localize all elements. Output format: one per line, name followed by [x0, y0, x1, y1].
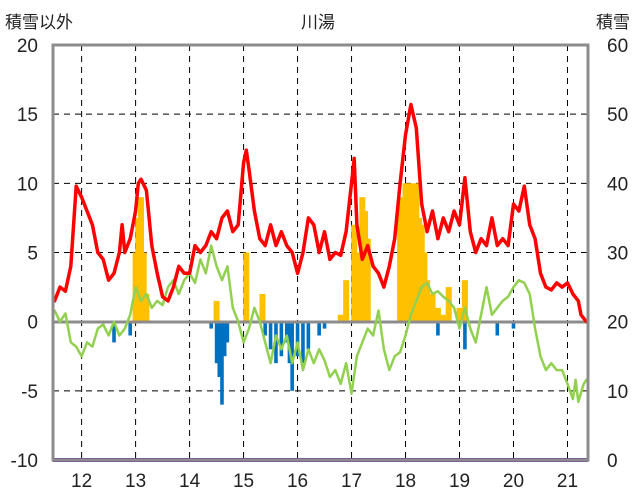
right-tick-label: 40	[607, 174, 628, 195]
negative-bar	[268, 321, 273, 350]
negative-bar	[290, 321, 294, 391]
snow-bar	[434, 307, 441, 322]
right-axis-label: 積雪	[596, 13, 630, 33]
snow-bar	[424, 280, 431, 322]
negative-bar	[263, 321, 267, 336]
negative-bar	[284, 321, 289, 343]
snow-bar	[343, 280, 350, 322]
left-tick-label: 10	[17, 174, 38, 195]
snow-bar	[243, 252, 250, 322]
left-axis-ticks: 20 15 10 5 0 -5 -10	[11, 36, 38, 472]
left-tick-label: 5	[27, 244, 38, 265]
right-tick-label: 20	[607, 313, 628, 334]
negative-bar	[128, 321, 132, 336]
negative-bar	[463, 321, 467, 350]
snow-bar	[353, 252, 360, 322]
chart-title: 川湯	[301, 13, 335, 33]
negative-bar	[436, 321, 440, 336]
right-tick-label: 10	[607, 382, 628, 403]
left-axis-label: 積雪以外	[5, 13, 73, 33]
negative-bar	[209, 321, 213, 329]
negative-bar	[301, 321, 305, 364]
x-tick-label: 15	[233, 471, 254, 492]
left-tick-label: -10	[11, 451, 38, 472]
negative-bar	[214, 321, 219, 364]
negative-bar	[112, 321, 116, 343]
right-tick-label: 60	[607, 36, 628, 57]
snow-bar	[259, 294, 266, 322]
negative-bar	[295, 321, 300, 357]
negative-bar	[317, 321, 321, 336]
left-tick-label: 20	[17, 36, 38, 57]
snow-bar	[397, 197, 404, 322]
right-axis-ticks: 60 50 40 30 20 10 0	[607, 36, 628, 472]
plot-border	[51, 43, 590, 462]
snow-bar	[461, 280, 468, 322]
x-tick-label: 14	[179, 471, 201, 492]
left-tick-label: 0	[27, 313, 38, 334]
x-tick-label: 20	[503, 471, 524, 492]
red-line	[52, 102, 589, 324]
negative-bar	[511, 321, 516, 329]
snow-bar	[337, 314, 344, 322]
negative-bar	[287, 321, 292, 364]
right-tick-label: 50	[607, 105, 628, 126]
snow-bar	[456, 307, 463, 322]
snow-bar	[440, 314, 447, 322]
right-tick-label: 30	[607, 244, 628, 265]
negative-bar	[279, 321, 284, 357]
left-tick-label: 15	[17, 105, 38, 126]
snow-bar	[143, 294, 150, 322]
negative-bars	[112, 321, 516, 405]
negative-bar	[217, 321, 222, 377]
green-line	[53, 244, 588, 404]
negative-bar	[222, 321, 227, 357]
x-tick-label: 13	[125, 471, 146, 492]
right-tick-label: 0	[607, 451, 618, 472]
negative-bar	[322, 321, 327, 329]
negative-bar	[225, 321, 230, 343]
x-tick-label: 18	[395, 471, 416, 492]
negative-bar	[306, 321, 311, 350]
left-tick-label: -5	[21, 382, 38, 403]
x-tick-label: 12	[71, 471, 92, 492]
snow-bar	[364, 238, 371, 322]
negative-bar	[495, 321, 500, 336]
snow-bar	[429, 294, 436, 322]
x-tick-label: 16	[287, 471, 308, 492]
x-tick-label: 19	[449, 471, 470, 492]
x-tick-label: 17	[341, 471, 362, 492]
negative-bar	[220, 321, 224, 405]
snow-bar	[213, 300, 220, 322]
x-tick-label: 21	[557, 471, 578, 492]
snow-bar	[140, 252, 147, 322]
negative-bar	[274, 321, 278, 364]
lines	[52, 102, 589, 404]
snow-bar	[445, 287, 452, 322]
x-axis-ticks: 12 13 14 15 16 17 18 19 20 21	[71, 471, 578, 492]
